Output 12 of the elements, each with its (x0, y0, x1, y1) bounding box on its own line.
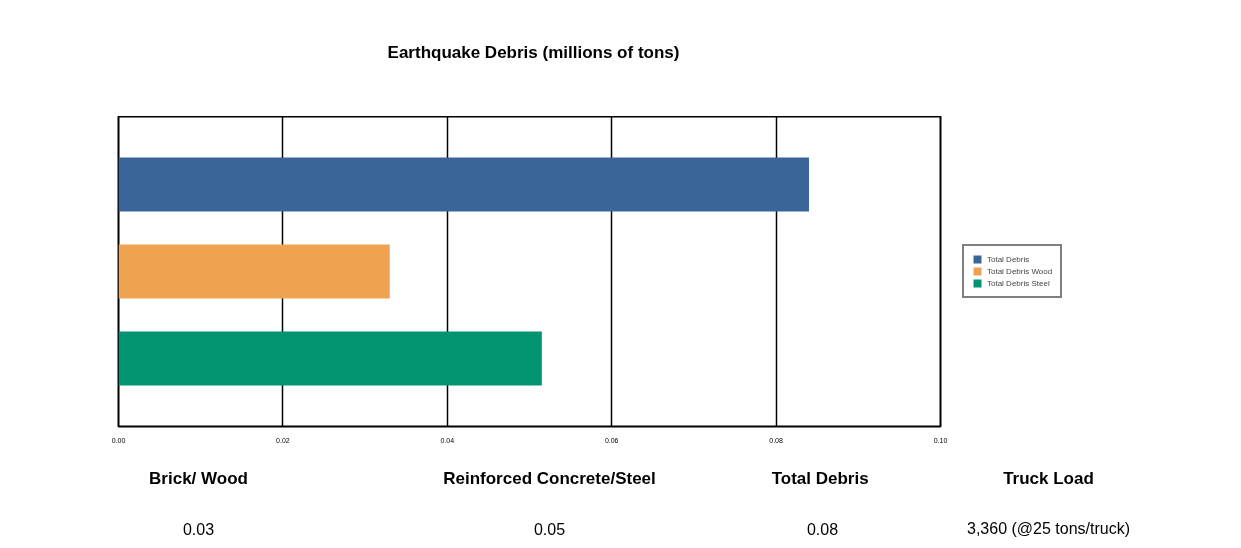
legend-label: Total Debris Steel (987, 278, 1050, 288)
text: Brick/ Wood (149, 469, 248, 488)
text: Reinforced Concrete/Steel (443, 469, 656, 488)
text: 0.08 (806, 520, 839, 538)
text: Total Debris (771, 469, 869, 488)
legend-label: Total Debris (987, 254, 1030, 264)
chart-title: Earthquake Debris (millions of tons) (387, 43, 680, 62)
text: 0.05 (533, 520, 566, 538)
text: Truck Load (1003, 469, 1094, 488)
text: 3,360 (@25 tons/truck) (967, 520, 1130, 537)
text: 0.03 (182, 520, 215, 538)
legend-label: Total Debris Wood (987, 266, 1053, 276)
